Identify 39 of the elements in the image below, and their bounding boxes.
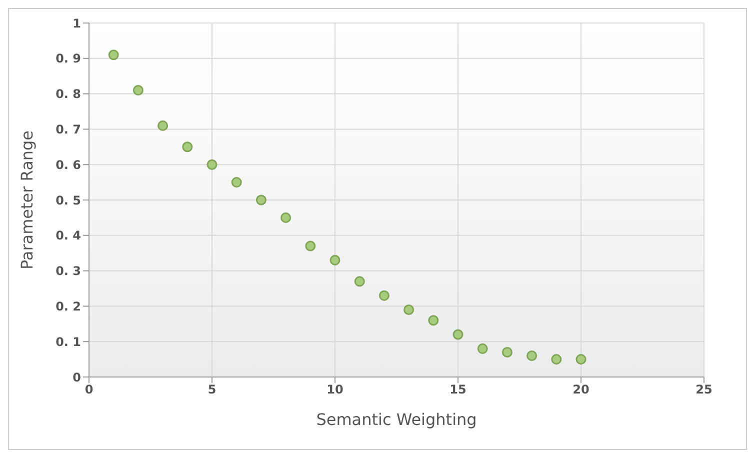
y-axis-title: Parameter Range — [18, 130, 37, 270]
point — [452, 329, 464, 340]
y-tick-label: 0. 7 — [56, 122, 81, 136]
point — [108, 50, 119, 60]
point — [182, 142, 193, 152]
x-axis-title: Semantic Weighting — [316, 410, 477, 429]
point — [378, 290, 390, 301]
x-tick-label: 25 — [696, 382, 712, 397]
point — [280, 212, 292, 223]
x-tick-label: 15 — [450, 382, 466, 397]
x-tick-label: 0 — [84, 382, 94, 397]
point — [502, 346, 512, 358]
y-tick-label: 0. 2 — [56, 299, 81, 314]
point — [206, 159, 218, 170]
y-tick-label: 0. 5 — [56, 193, 81, 208]
point — [231, 177, 242, 188]
y-tick-label: 0. 8 — [56, 87, 81, 102]
point — [330, 254, 340, 266]
y-tick-label: 0. 3 — [56, 264, 81, 278]
y-tick-label: 1 — [72, 16, 81, 30]
y-tick-label: 0. 1 — [56, 334, 81, 349]
point — [256, 194, 266, 206]
y-tick-label: 0. 6 — [56, 158, 81, 172]
point — [404, 304, 414, 315]
y-tick-label: 0 — [72, 370, 81, 384]
point — [576, 354, 586, 365]
point — [132, 85, 144, 96]
point — [305, 240, 316, 252]
point — [158, 120, 168, 131]
point — [428, 315, 439, 326]
point — [551, 354, 562, 365]
x-tick-label: 10 — [326, 382, 344, 397]
y-tick-label: 0. 4 — [56, 228, 81, 243]
point — [526, 350, 538, 362]
point — [477, 343, 488, 354]
x-tick-label: 20 — [572, 382, 590, 397]
x-tick-label: 5 — [208, 382, 216, 397]
y-tick-label: 0. 9 — [56, 52, 81, 66]
point — [354, 276, 365, 287]
